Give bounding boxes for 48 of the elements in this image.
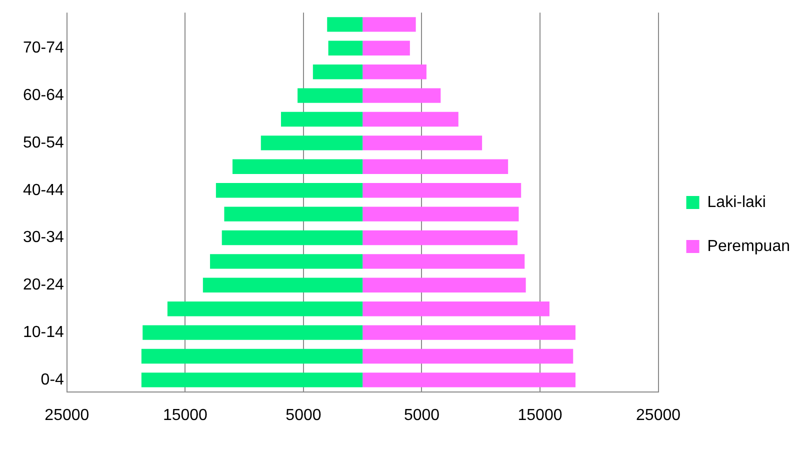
bar <box>167 302 363 316</box>
x-tick-label: 25000 <box>44 406 90 424</box>
y-tick-label: 10-14 <box>23 324 64 341</box>
bar <box>141 348 363 364</box>
bar <box>362 136 482 150</box>
bar <box>216 183 363 198</box>
y-tick-label: 30-34 <box>23 229 64 246</box>
x-tick-label: 5000 <box>286 406 322 424</box>
bar <box>362 40 410 56</box>
y-tick-label: 70-74 <box>23 40 64 57</box>
legend-label: Laki-laki <box>707 194 766 211</box>
bar <box>362 112 458 127</box>
bar <box>362 159 508 174</box>
x-tick-label: 15000 <box>162 406 208 424</box>
bar <box>327 17 363 32</box>
bar <box>362 183 522 198</box>
y-tick-label: 0-4 <box>40 371 64 388</box>
bar <box>141 372 363 388</box>
bar <box>202 278 363 292</box>
y-tick-label: 60-64 <box>23 86 64 104</box>
bar <box>362 254 525 269</box>
bar <box>328 40 363 56</box>
y-tick-label: 20-24 <box>23 276 64 294</box>
bar <box>362 348 574 364</box>
bar <box>222 230 363 246</box>
bar <box>362 88 441 103</box>
bar <box>142 325 363 340</box>
bar <box>362 302 550 316</box>
x-tick-label: 15000 <box>518 406 562 424</box>
bar <box>210 254 363 269</box>
bar <box>260 136 363 150</box>
bar <box>362 278 526 292</box>
y-tick-label: 40-44 <box>23 182 64 199</box>
x-tick-label: 25000 <box>636 406 681 424</box>
bar <box>362 17 416 32</box>
bar <box>362 230 518 246</box>
bar <box>362 325 576 340</box>
bar <box>224 206 363 222</box>
bar <box>312 64 363 80</box>
bar <box>362 372 576 388</box>
legend-label: Perempuan <box>707 238 790 255</box>
y-tick-label: 50-54 <box>23 134 64 152</box>
bar <box>232 159 363 174</box>
bar <box>362 206 519 222</box>
bar <box>298 88 363 103</box>
x-tick-label: 5000 <box>404 406 440 424</box>
bar <box>280 112 363 127</box>
bar <box>362 64 426 80</box>
